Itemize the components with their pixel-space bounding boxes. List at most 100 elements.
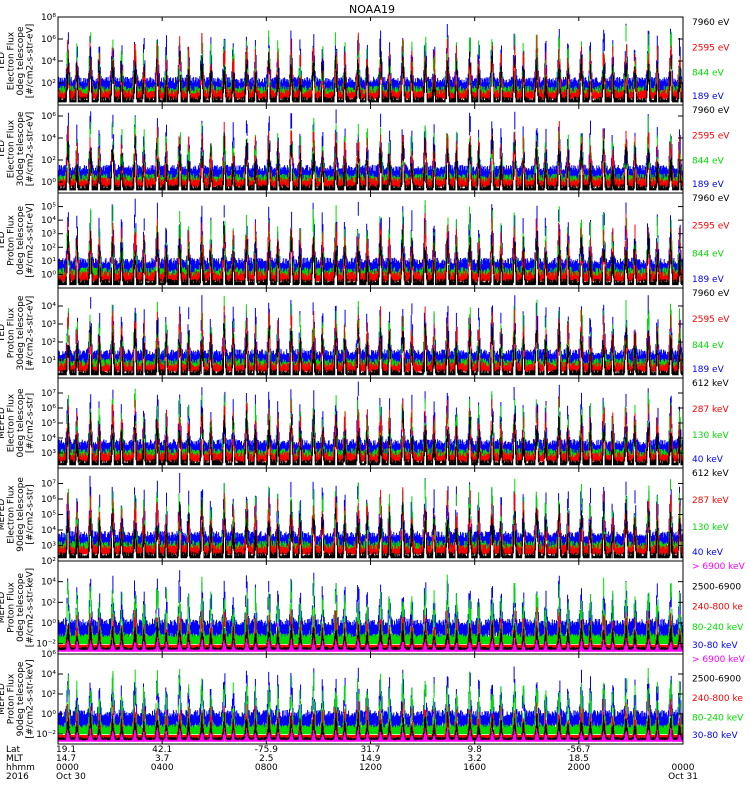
legend-entry: 2500-6900 (692, 675, 741, 685)
y-tick-label: 10¹ (41, 257, 56, 267)
panel-5: 10³ 10⁴ 10⁵ 10⁶ 10⁷ MEPED Electron Flux 0deg te… (0, 377, 729, 469)
y-axis-label: TED Proton Flux 0deg telescope [#/cm2-s-str… (0, 203, 36, 278)
y-tick-label: 10² (41, 598, 56, 608)
y-axis-label-line: [#/cm2-s-str-keV] (26, 568, 36, 647)
legend-entry: 189 eV (692, 92, 725, 102)
y-tick-label: 10⁶ (41, 112, 56, 122)
legend-entry: 130 keV (692, 523, 729, 533)
y-tick-label: 10⁴ (41, 57, 56, 67)
y-axis-label-line: [#/cm2-s-str] (26, 484, 36, 544)
y-tick-label: 10⁴ (41, 526, 56, 536)
panel-7: 10⁻² 10⁰ 10² 10⁴ MEPED Proton Flux 0deg telesc… (0, 560, 746, 655)
bottom-tick-label: 14.9 (360, 754, 380, 764)
y-tick-label: 10⁴ (41, 302, 56, 312)
y-axis-label-line: 0deg telescope (16, 388, 26, 458)
y-axis-label-line: TED (0, 231, 7, 250)
legend-entry: 7960 eV (692, 194, 730, 204)
y-tick-label: 10² (41, 156, 56, 166)
legend-entry: 40 keV (692, 455, 724, 465)
legend-entry: 287 keV (692, 496, 729, 506)
y-axis-label-line: [#/cm2-s-str] (26, 393, 36, 453)
y-axis-label-line: Electron Flux (7, 393, 17, 452)
legend-entry: 844 eV (692, 69, 725, 79)
legend-entry: 7960 eV (692, 289, 730, 299)
bottom-tick-label: 14.7 (56, 754, 76, 764)
y-axis-label-line: Proton Flux (7, 582, 17, 633)
bottom-tick-label: 18.5 (569, 754, 589, 764)
bottom-tick-label: 1200 (359, 763, 382, 773)
bottom-tick-label: -75.9 (255, 745, 279, 755)
y-axis-label-line: 0deg telescope (16, 573, 26, 643)
bottom-tick-label: 3.2 (468, 754, 482, 764)
y-tick-label: 10⁶ (41, 35, 56, 45)
y-axis-label-line: Electron Flux (7, 485, 17, 544)
bottom-tick-label: Oct 31 (668, 772, 698, 782)
legend-entry: 189 eV (692, 275, 725, 285)
panel-1: 10² 10⁴ 10⁶ 10⁸ TED Electron Flux 0deg telesco… (0, 13, 730, 106)
y-axis-label-line: 30deg telescope (16, 111, 26, 186)
legend-entry: 240-800 ke (692, 694, 743, 704)
y-axis-label-line: Electron Flux (7, 31, 17, 90)
bottom-tick-label: 19.1 (56, 745, 76, 755)
bottom-tick-label: 3.7 (155, 754, 169, 764)
legend-entry: 30-80 keV (692, 731, 738, 741)
y-tick-label: 10⁷ (41, 480, 56, 490)
bottom-tick-label: 0000 (672, 763, 695, 773)
y-axis-label: TED Electron Flux 0deg telescope [#/cm2-s-s… (0, 24, 36, 99)
y-tick-label: 10² (41, 690, 56, 700)
panel-3: 10⁰ 10¹ 10² 10³ 10⁴ 10⁵ TED Proton Flux 0deg tel… (0, 192, 730, 289)
legend-entry: 2595 eV (692, 222, 730, 232)
y-tick-label: 10³ (41, 449, 56, 459)
bottom-tick-label: 0000 (56, 763, 79, 773)
legend-entry: 189 eV (692, 365, 725, 375)
y-tick-label: 10⁴ (41, 134, 56, 144)
y-axis-label-line: [#/cm2-s-str-eV] (26, 203, 36, 278)
y-axis-label-line: Proton Flux (7, 673, 17, 724)
y-tick-label: 10⁴ (41, 670, 56, 680)
legend-entry: 7960 eV (692, 106, 730, 116)
panel-4: 10¹ 10² 10³ 10⁴ TED Proton Flux 30deg telescop… (0, 287, 730, 379)
y-axis-label-line: MEPED (0, 407, 7, 439)
legend-entry: 2595 eV (692, 315, 730, 325)
y-axis-label-line: [#/cm2-s-str-eV] (26, 296, 36, 371)
y-tick-label: 10³ (41, 320, 56, 330)
y-axis-label: TED Electron Flux 30deg telescope [#/cm2-s-… (0, 111, 36, 186)
legend-entry: 80-240 keV (692, 714, 744, 724)
bottom-row-label: MLT (6, 754, 24, 764)
y-axis-label-line: Proton Flux (7, 307, 17, 358)
bottom-tick-label: 42.1 (152, 745, 172, 755)
y-axis-label-line: [#/cm2-s-str-eV] (26, 24, 36, 99)
legend-entry: 2595 eV (692, 43, 730, 53)
y-tick-label: 10² (41, 557, 56, 567)
legend-entry: 40 keV (692, 548, 724, 558)
panel-2: 10⁰ 10² 10⁴ 10⁶ TED Electron Flux 30deg telesc… (0, 104, 730, 194)
legend-entry: 612 keV (692, 379, 729, 389)
bottom-tick-label: 9.8 (468, 745, 483, 755)
y-axis-label: MEPED Electron Flux 90deg telescope [#/cm2-… (0, 477, 36, 552)
y-tick-label: 10⁰ (41, 270, 56, 280)
y-axis-label: TED Proton Flux 30deg telescope [#/cm2-s-st… (0, 295, 36, 370)
bottom-tick-label: 0400 (151, 763, 174, 773)
bottom-tick-label: -56.7 (567, 745, 590, 755)
y-tick-label: 10⁰ (41, 619, 56, 629)
y-tick-label: 10⁶ (41, 495, 56, 505)
legend-entry: 2500-6900 (692, 582, 741, 592)
y-axis-label-line: TED (0, 52, 7, 71)
y-tick-label: 10² (41, 79, 56, 89)
y-tick-label: 10⁰ (41, 710, 56, 720)
panel-8: 10⁻² 10⁰ 10² 10⁴ 10⁶ MEPED Proton Flux 90deg te… (0, 650, 746, 745)
legend-entry: 844 eV (692, 157, 725, 167)
bottom-row-label: 2016 (6, 772, 29, 782)
y-tick-label: 10³ (41, 542, 56, 552)
bottom-row-label: Lat (6, 745, 21, 755)
bottom-row-label: hhmm (6, 763, 35, 773)
y-axis-label-line: [#/cm2-s-str-keV] (26, 659, 36, 738)
legend-entry: 7960 eV (692, 18, 730, 28)
plot-title: NOAA19 (349, 3, 395, 16)
panel-6: 10² 10³ 10⁴ 10⁵ 10⁶ 10⁷ MEPED Electron Flux 90de… (0, 467, 729, 567)
y-axis-label: MEPED Proton Flux 0deg telescope [#/cm2-s-s… (0, 568, 36, 647)
y-axis-label-line: Electron Flux (7, 119, 17, 178)
